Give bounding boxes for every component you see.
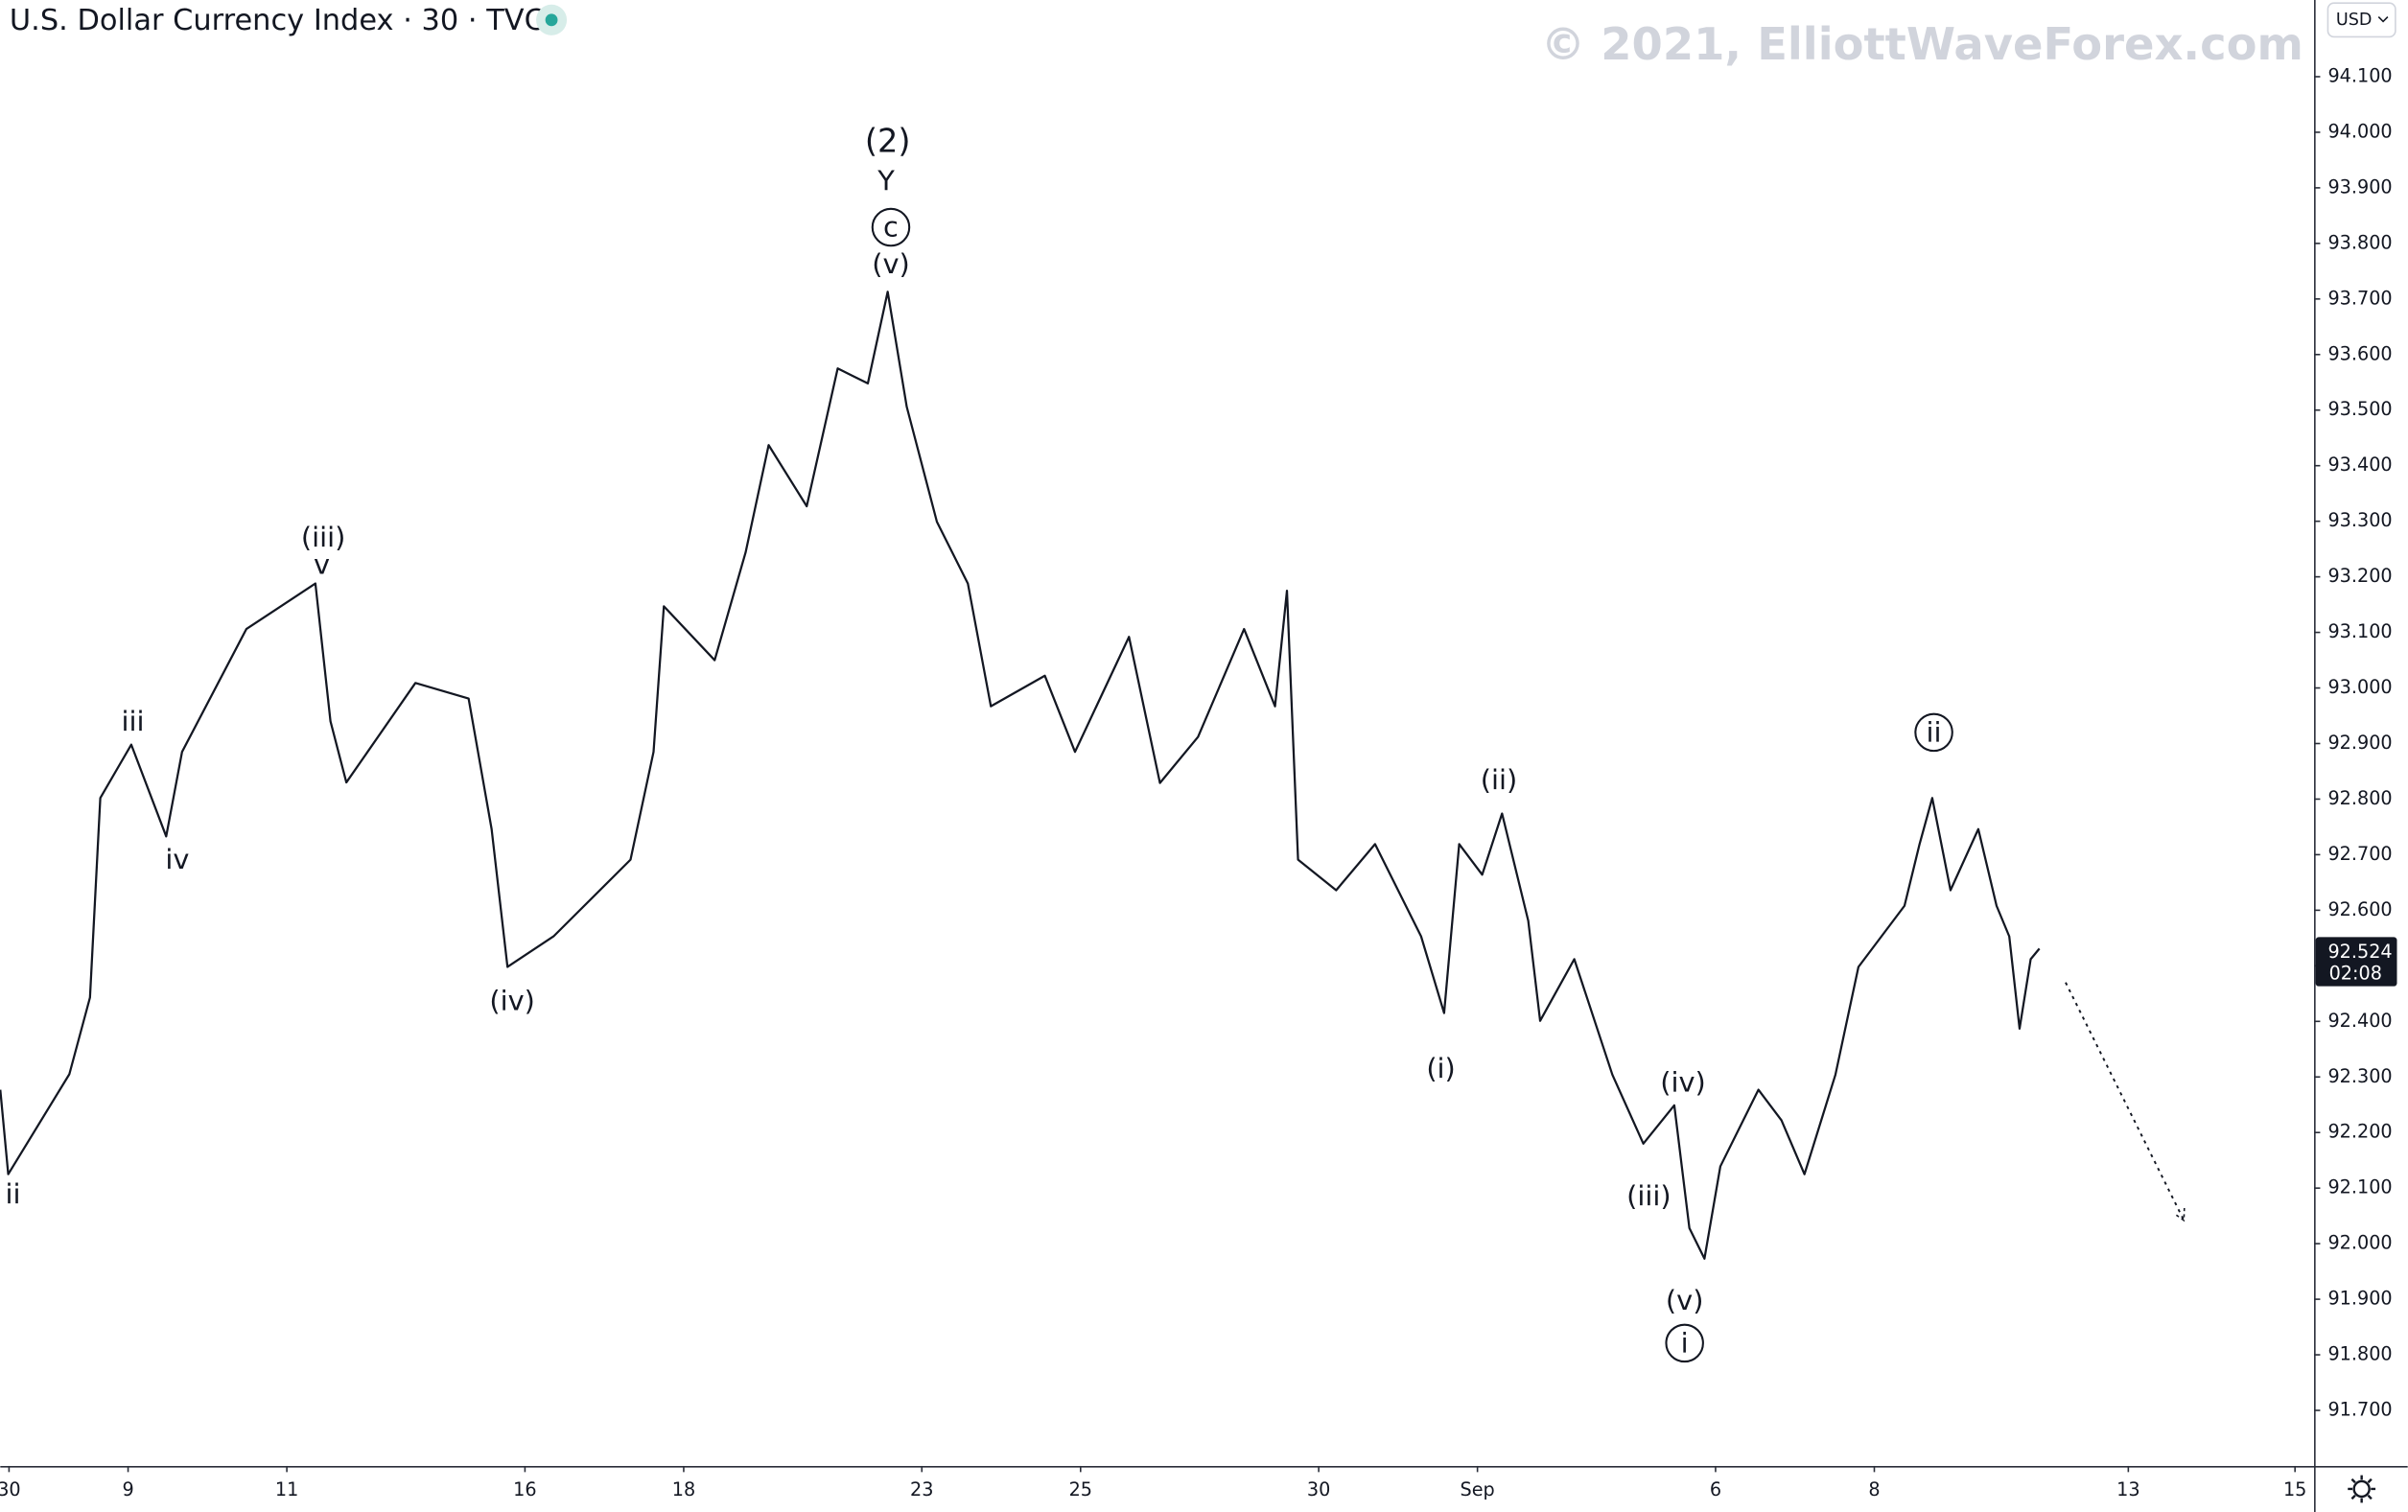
status-dot xyxy=(545,13,558,27)
y-tick-label: 93.500 xyxy=(2327,398,2392,420)
currency-label: USD xyxy=(2336,11,2373,30)
wave-label: (ii) xyxy=(1481,763,1517,796)
y-tick-label: 93.700 xyxy=(2327,287,2392,309)
wave-label: (iv) xyxy=(1660,1066,1706,1099)
y-tick-label: 92.200 xyxy=(2327,1121,2392,1143)
wave-label-circle xyxy=(1665,1323,1704,1363)
x-tick-label: 18 xyxy=(672,1478,695,1500)
wave-label: Y xyxy=(877,165,895,198)
wave-label: (v) xyxy=(872,247,910,280)
y-tick-label: 91.900 xyxy=(2327,1288,2392,1310)
chart-title: U.S. Dollar Currency Index · 30 · TVC xyxy=(10,4,545,37)
x-tick-label: 15 xyxy=(2283,1478,2306,1500)
x-tick-label: Sep xyxy=(1461,1478,1495,1500)
x-tick-label: 11 xyxy=(275,1478,298,1500)
settings-teeth xyxy=(2348,1475,2376,1503)
y-tick-label: 93.600 xyxy=(2327,342,2392,364)
x-tick-label: 13 xyxy=(2116,1478,2139,1500)
x-tick-label: 6 xyxy=(1710,1478,1721,1500)
settings-icon[interactable] xyxy=(2348,1475,2376,1503)
y-tick-label: 92.300 xyxy=(2327,1065,2392,1087)
y-tick-label: 93.100 xyxy=(2327,620,2392,642)
currency-button[interactable] xyxy=(2326,2,2396,38)
y-tick-label: 93.800 xyxy=(2327,231,2392,253)
last-price-tag xyxy=(2315,937,2397,987)
wave-label: (iii) xyxy=(301,521,345,553)
y-tick-label: 92.800 xyxy=(2327,787,2392,809)
wave-label: (i) xyxy=(1426,1052,1455,1084)
last-price-label: 92.524 xyxy=(2327,941,2392,963)
wave-label: i xyxy=(1681,1326,1689,1359)
wave-label: (v) xyxy=(1666,1284,1704,1316)
wave-label: v xyxy=(314,547,330,580)
x-tick-label: 30 xyxy=(0,1478,21,1500)
x-tick-label: 23 xyxy=(910,1478,933,1500)
wave-label: (2) xyxy=(865,122,911,159)
wave-label: ii xyxy=(6,1177,21,1210)
wave-label-circle xyxy=(871,207,911,247)
y-tick-label: 92.600 xyxy=(2327,898,2392,920)
projection-arrowhead xyxy=(2173,1207,2186,1222)
y-tick-label: 91.800 xyxy=(2327,1343,2392,1365)
y-tick-label: 94.100 xyxy=(2327,64,2392,86)
price-line xyxy=(0,291,2041,1260)
x-tick-label: 25 xyxy=(1069,1478,1092,1500)
y-tick-label: 92.700 xyxy=(2327,843,2392,865)
x-tick-label: 16 xyxy=(513,1478,536,1500)
y-tick-label: 91.700 xyxy=(2327,1399,2392,1421)
settings-gear xyxy=(2352,1479,2371,1499)
countdown-label: 02:08 xyxy=(2329,962,2382,984)
watermark: © 2021, ElliottWaveForex.com xyxy=(1541,18,2303,70)
y-tick-label: 93.300 xyxy=(2327,509,2392,531)
y-tick-label: 92.400 xyxy=(2327,1010,2392,1032)
x-tick-label: 8 xyxy=(1868,1478,1880,1500)
wave-label: c xyxy=(883,211,899,244)
wave-label: iv xyxy=(165,843,189,875)
y-tick-label: 92.100 xyxy=(2327,1176,2392,1198)
y-tick-label: 93.200 xyxy=(2327,565,2392,587)
y-tick-label: 93.400 xyxy=(2327,454,2392,476)
wave-label: ii xyxy=(1927,716,1942,749)
y-tick-label: 93.900 xyxy=(2327,175,2392,198)
y-tick-label: 93.000 xyxy=(2327,676,2392,698)
projection-line xyxy=(2065,982,2186,1221)
x-tick-label: 30 xyxy=(1307,1478,1330,1500)
x-tick-label: 9 xyxy=(122,1478,133,1500)
wave-label-circle xyxy=(1914,712,1953,753)
wave-label: (iv) xyxy=(489,984,535,1016)
wave-label: (iii) xyxy=(1626,1179,1671,1212)
y-tick-label: 92.000 xyxy=(2327,1232,2392,1254)
y-tick-label: 94.000 xyxy=(2327,120,2392,142)
wave-label: iii xyxy=(122,705,145,737)
currency-caret xyxy=(2377,16,2389,23)
y-tick-label: 92.900 xyxy=(2327,732,2392,754)
